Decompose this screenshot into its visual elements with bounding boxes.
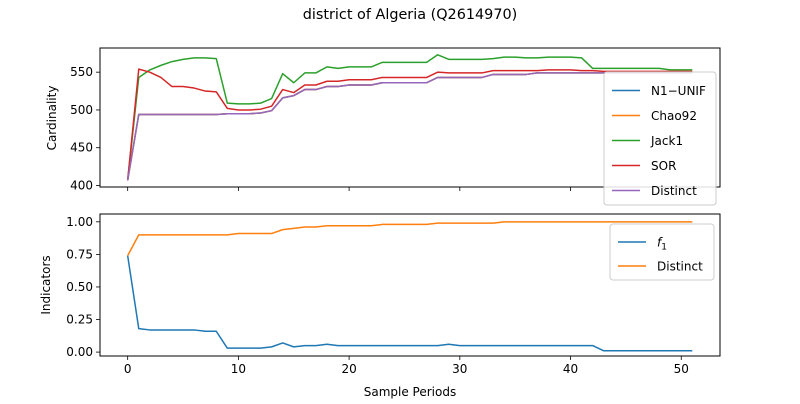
y-tick-label: 550 <box>70 65 93 79</box>
cardinality-y-ticks: 400 450 500 550 <box>70 65 100 192</box>
legend-box <box>603 71 717 206</box>
y-tick-label: 1.00 <box>66 215 93 229</box>
y-tick-label: 450 <box>70 141 93 155</box>
chart-title: district of Algeria (Q2614970) <box>303 7 518 23</box>
legend-label: SOR <box>651 159 676 173</box>
x-tick-label: 20 <box>341 362 356 376</box>
cardinality-x-ticks <box>127 187 682 191</box>
cardinality-plot-frame <box>99 47 721 188</box>
indicators-y-ticks: 0.00 0.25 0.50 0.75 1.00 <box>66 215 100 359</box>
indicators-series-group <box>126 221 693 352</box>
series-line-sor <box>126 68 693 181</box>
legend-label: Chao92 <box>651 109 697 123</box>
indicators-x-ticks: 0 10 20 30 40 50 <box>124 356 689 376</box>
indicators-panel: 0 10 20 30 40 50 0.00 0.25 0.50 0.75 1.00 Indicat… <box>39 213 721 376</box>
y-tick-label: 0.00 <box>66 345 93 359</box>
indicators-y-label: Indicators <box>39 255 53 314</box>
series-line-f1 <box>126 255 693 352</box>
x-axis-label: Sample Periods <box>364 385 456 399</box>
cardinality-y-label: Cardinality <box>45 86 59 151</box>
y-tick-label: 0.50 <box>66 280 93 294</box>
x-tick-label: 10 <box>231 362 246 376</box>
y-tick-label: 0.75 <box>66 247 93 261</box>
legend-label: Distinct <box>651 184 697 198</box>
cardinality-panel: 400 450 500 550 Cardinality N1−UNIF Chao92 Ja… <box>45 47 721 206</box>
series-line-distinct <box>126 72 693 181</box>
y-tick-label: 500 <box>70 103 93 117</box>
cardinality-legend: N1−UNIF Chao92 Jack1 SOR Distinct <box>603 71 717 206</box>
y-tick-label: 400 <box>70 178 93 192</box>
legend-label: f1 <box>657 236 667 253</box>
series-line-distinct <box>127 221 693 257</box>
cardinality-series-group <box>126 54 693 181</box>
x-tick-label: 0 <box>124 362 132 376</box>
x-tick-label: 30 <box>452 362 467 376</box>
series-line-jack1 <box>126 54 693 181</box>
x-tick-label: 50 <box>674 362 689 376</box>
indicators-plot-frame <box>99 213 721 357</box>
legend-label: Jack1 <box>650 134 683 148</box>
y-tick-label: 0.25 <box>66 313 93 327</box>
indicators-legend: f1 Distinct <box>609 223 715 281</box>
legend-label: Distinct <box>657 260 703 274</box>
legend-label: N1−UNIF <box>651 84 706 98</box>
x-tick-label: 40 <box>563 362 578 376</box>
